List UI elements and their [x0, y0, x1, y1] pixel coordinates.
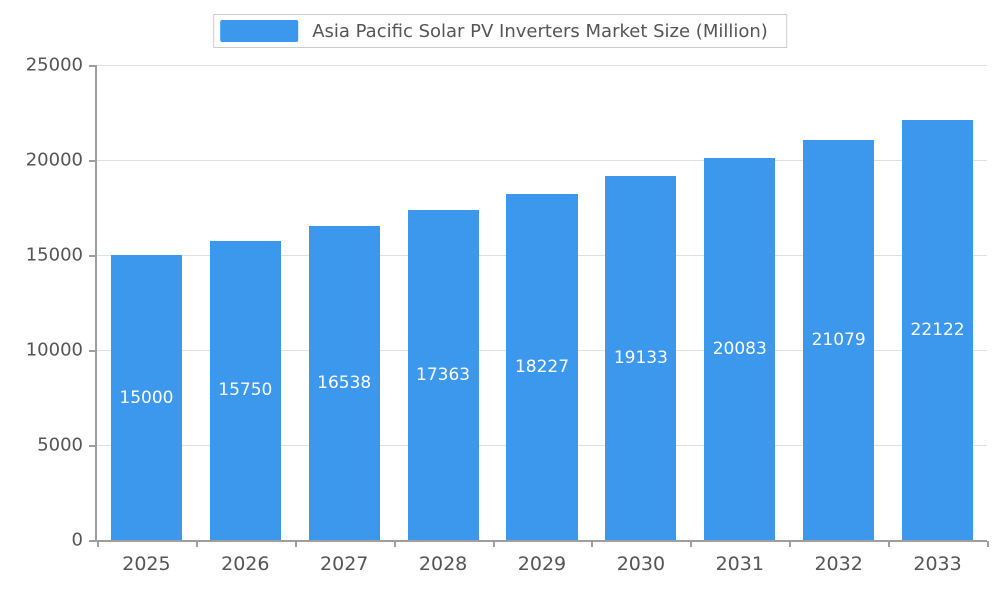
x-axis-tick: [97, 541, 99, 547]
y-axis-tick: [89, 540, 96, 542]
y-axis-tick-label: 15000: [25, 244, 83, 266]
x-axis-tick: [393, 541, 396, 547]
y-axis-tick: [89, 160, 96, 162]
y-axis-tick-label: 20000: [25, 149, 83, 171]
x-axis-tick-label-2027: 2027: [320, 553, 369, 575]
x-axis-tick-label-2032: 2032: [814, 553, 863, 575]
x-axis-tick-label-2026: 2026: [221, 553, 270, 575]
bar-value-label: 17363: [416, 365, 471, 386]
y-axis-tick: [89, 445, 96, 447]
bar-2028[interactable]: 17363: [407, 210, 479, 540]
y-axis-tick: [89, 350, 96, 352]
x-axis-tick-label-2031: 2031: [715, 553, 764, 575]
x-axis-tick: [987, 541, 989, 547]
y-axis-tick-label: 5000: [37, 434, 83, 456]
x-axis-tick: [294, 541, 297, 547]
x-axis-tick-label-2030: 2030: [616, 553, 666, 575]
bar-2025[interactable]: 15000: [110, 255, 183, 540]
bar-2030[interactable]: 19133: [605, 176, 677, 540]
bar-value-label: 18227: [514, 356, 570, 377]
x-axis-tick-label-2025: 2025: [122, 553, 171, 575]
x-axis-tick-label-2028: 2028: [418, 553, 468, 575]
y-axis-tick-label: 10000: [25, 339, 83, 361]
x-axis-tick: [591, 541, 594, 547]
x-axis-tick: [888, 541, 891, 547]
x-axis-tick: [492, 541, 495, 547]
bar-value-label: 15750: [218, 380, 273, 401]
x-axis-tick-label-2029: 2029: [517, 553, 567, 575]
bar-2033[interactable]: 22122: [901, 119, 974, 540]
y-axis-tick: [89, 255, 96, 257]
bar-value-label: 22122: [910, 319, 965, 340]
y-axis-tick: [89, 65, 96, 67]
x-axis-tick: [789, 541, 792, 547]
legend-swatch: [220, 20, 299, 42]
bar-value-label: 16538: [317, 372, 372, 393]
y-axis-tick-label: 0: [71, 529, 83, 551]
bar-2026[interactable]: 15750: [209, 240, 281, 540]
bar-2029[interactable]: 18227: [506, 193, 578, 540]
chart-title: Asia Pacific Solar PV Inverters Market S…: [312, 20, 768, 42]
bar-value-label: 15000: [119, 387, 174, 408]
bar-value-label: 20083: [712, 339, 767, 360]
bar-value-label: 19133: [613, 348, 668, 369]
y-axis-tick-label: 25000: [25, 54, 83, 76]
x-axis-tick: [195, 541, 198, 547]
plot-area: 0 5000 10000 15000 20000 25000 15000 2025 15750 2…: [26, 55, 989, 575]
bar-value-label: 21079: [811, 329, 866, 350]
gridline: [97, 65, 987, 66]
x-axis-tick-label-2033: 2033: [913, 553, 962, 575]
bar-2032[interactable]: 21079: [803, 139, 875, 540]
bar-2031[interactable]: 20083: [704, 158, 776, 540]
legend[interactable]: Asia Pacific Solar PV Inverters Market S…: [213, 14, 787, 48]
bar-2027[interactable]: 16538: [308, 225, 380, 540]
x-axis-tick: [690, 541, 693, 547]
